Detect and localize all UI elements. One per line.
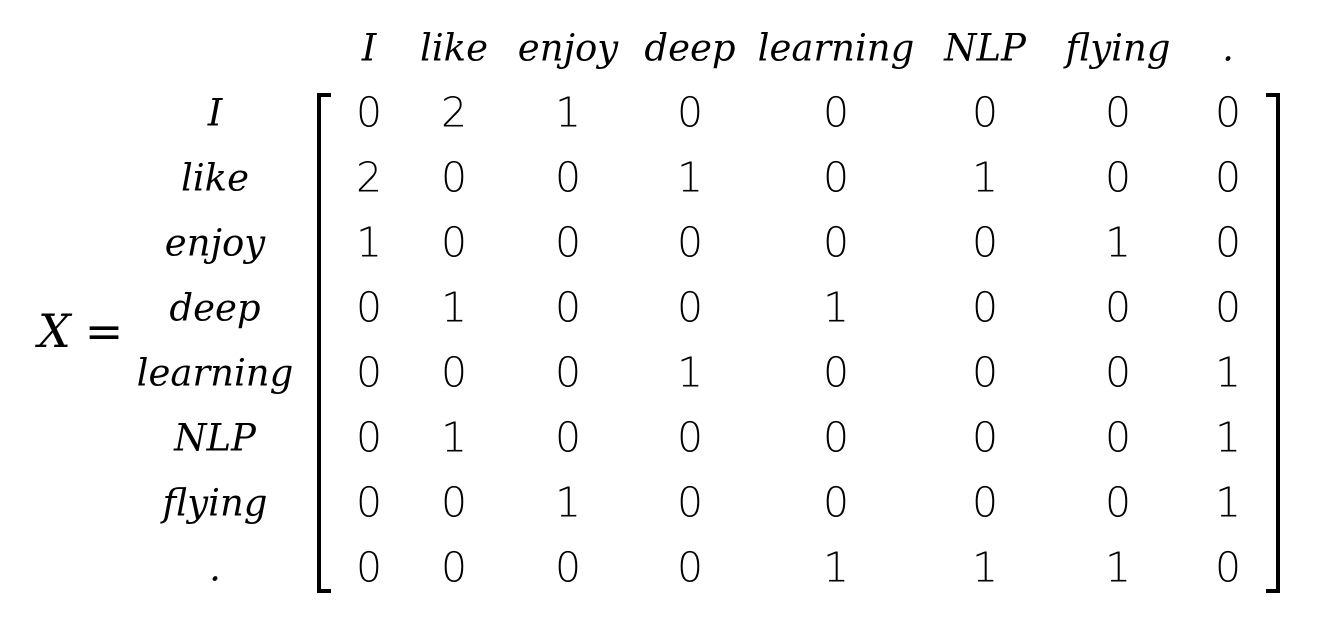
- equals-sign: =: [84, 304, 124, 358]
- matrix-cell: 1: [971, 543, 999, 592]
- column-label: .: [1222, 26, 1234, 70]
- matrix-cell: 0: [822, 348, 850, 397]
- matrix-cell: 0: [554, 218, 582, 267]
- matrix-variable: X: [38, 304, 71, 358]
- matrix-cell: 0: [822, 88, 850, 137]
- column-label: enjoy: [517, 26, 619, 70]
- matrix-cell: 1: [554, 88, 582, 137]
- matrix-cell: 0: [1104, 478, 1132, 527]
- matrix-cell: 1: [1214, 348, 1242, 397]
- matrix-cell: 0: [1214, 88, 1242, 137]
- row-label: .: [209, 546, 221, 590]
- column-label: deep: [644, 26, 736, 70]
- matrix-cell: 1: [822, 543, 850, 592]
- row-label: I: [207, 91, 223, 135]
- matrix-cell: 1: [676, 348, 704, 397]
- matrix-cell: 0: [554, 413, 582, 462]
- matrix-cell: 0: [355, 88, 383, 137]
- matrix-cell: 0: [1104, 348, 1132, 397]
- matrix-cell: 1: [440, 413, 468, 462]
- matrix-cell: 0: [355, 543, 383, 592]
- row-label: like: [181, 156, 249, 200]
- matrix-cell: 0: [554, 348, 582, 397]
- matrix-cell: 0: [971, 283, 999, 332]
- matrix-cell: 0: [440, 153, 468, 202]
- matrix-cell: 0: [440, 348, 468, 397]
- matrix-cell: 2: [355, 153, 383, 202]
- matrix-cell: 0: [355, 283, 383, 332]
- row-label: learning: [136, 351, 294, 395]
- matrix-cell: 0: [676, 478, 704, 527]
- matrix-cell: 0: [676, 543, 704, 592]
- matrix-cell: 0: [822, 413, 850, 462]
- left-bracket: [317, 93, 331, 593]
- matrix-cell: 0: [822, 478, 850, 527]
- matrix-cell: 0: [971, 478, 999, 527]
- matrix-cell: 1: [554, 478, 582, 527]
- matrix-cell: 0: [822, 153, 850, 202]
- matrix-cell: 0: [1214, 283, 1242, 332]
- column-label: flying: [1065, 26, 1171, 70]
- matrix-cell: 0: [971, 218, 999, 267]
- matrix-cell: 0: [676, 283, 704, 332]
- matrix-cell: 0: [355, 348, 383, 397]
- matrix-cell: 0: [355, 413, 383, 462]
- matrix-cell: 2: [440, 88, 468, 137]
- matrix-cell: 0: [1104, 88, 1132, 137]
- matrix-cell: 0: [1104, 413, 1132, 462]
- matrix-cell: 1: [1214, 478, 1242, 527]
- matrix-cell: 1: [355, 218, 383, 267]
- matrix-cell: 0: [554, 153, 582, 202]
- matrix-cell: 0: [1214, 153, 1242, 202]
- matrix-lhs: X =: [38, 308, 123, 354]
- matrix-cell: 0: [971, 88, 999, 137]
- row-label: deep: [169, 286, 261, 330]
- matrix-cell: 0: [1214, 543, 1242, 592]
- row-label: flying: [162, 481, 268, 525]
- matrix-cell: 1: [676, 153, 704, 202]
- matrix-cell: 0: [440, 543, 468, 592]
- matrix-cell: 1: [440, 283, 468, 332]
- matrix-cell: 0: [971, 348, 999, 397]
- matrix-cell: 0: [676, 218, 704, 267]
- matrix-cell: 0: [676, 413, 704, 462]
- matrix-cell: 0: [440, 218, 468, 267]
- matrix-cell: 0: [1104, 153, 1132, 202]
- matrix-cell: 1: [971, 153, 999, 202]
- column-label: like: [420, 26, 488, 70]
- row-label: enjoy: [164, 221, 266, 265]
- row-label: NLP: [174, 416, 256, 460]
- matrix-cell: 0: [440, 478, 468, 527]
- matrix-cell: 0: [1214, 218, 1242, 267]
- matrix-cell: 0: [971, 413, 999, 462]
- matrix-cell: 1: [1104, 543, 1132, 592]
- column-label: NLP: [944, 26, 1026, 70]
- right-bracket: [1266, 93, 1280, 593]
- matrix-cell: 0: [554, 543, 582, 592]
- matrix-cell: 0: [355, 478, 383, 527]
- matrix-cell: 1: [1214, 413, 1242, 462]
- column-label: I: [361, 26, 377, 70]
- column-label: learning: [757, 26, 915, 70]
- matrix-cell: 0: [822, 218, 850, 267]
- matrix-cell: 1: [1104, 218, 1132, 267]
- matrix-cell: 0: [676, 88, 704, 137]
- matrix-cell: 0: [554, 283, 582, 332]
- matrix-cell: 0: [1104, 283, 1132, 332]
- matrix-cell: 1: [822, 283, 850, 332]
